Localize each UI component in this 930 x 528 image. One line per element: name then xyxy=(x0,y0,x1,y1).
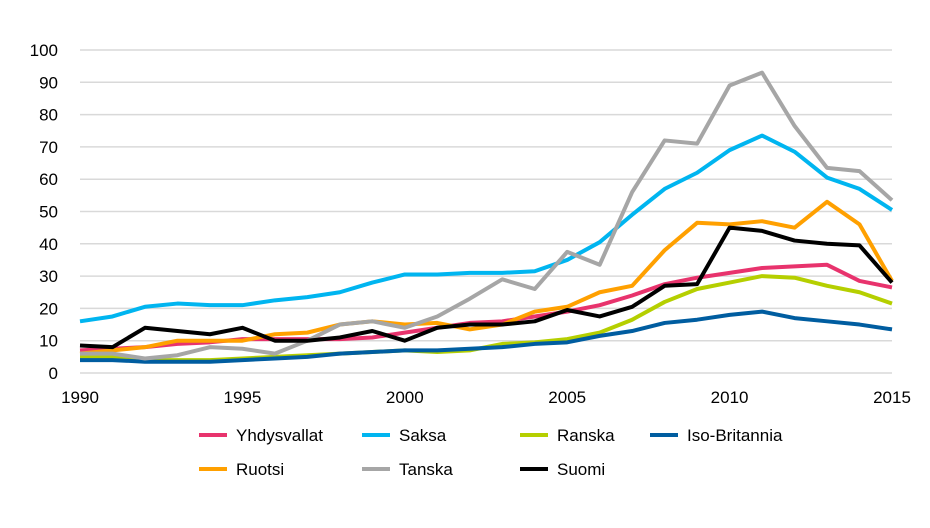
y-tick-label: 30 xyxy=(39,267,58,286)
y-tick-label: 80 xyxy=(39,106,58,125)
x-tick-label: 2000 xyxy=(386,388,424,407)
x-tick-label: 2005 xyxy=(548,388,586,407)
y-tick-label: 70 xyxy=(39,138,58,157)
y-tick-label: 50 xyxy=(39,203,58,222)
legend-label: Suomi xyxy=(557,460,605,479)
series-line-suomi xyxy=(79,225,894,350)
y-tick-label: 10 xyxy=(39,332,58,351)
series-line-iso-britannia xyxy=(80,309,893,364)
series-line-ruotsi xyxy=(79,199,894,356)
legend-label: Ranska xyxy=(557,426,615,445)
y-tick-label: 60 xyxy=(39,170,58,189)
y-tick-label: 40 xyxy=(39,235,58,254)
x-tick-label: 2015 xyxy=(873,388,911,407)
series-line-tanska xyxy=(80,70,894,361)
x-tick-label: 2010 xyxy=(711,388,749,407)
y-tick-label: 100 xyxy=(30,41,58,60)
y-tick-label: 20 xyxy=(39,299,58,318)
legend-label: Iso-Britannia xyxy=(687,426,783,445)
y-tick-label: 0 xyxy=(49,364,58,383)
legend-label: Saksa xyxy=(399,426,447,445)
y-tick-label: 90 xyxy=(39,73,58,92)
x-tick-label: 1990 xyxy=(61,388,99,407)
series-line-saksa xyxy=(79,133,894,324)
x-tick-label: 1995 xyxy=(223,388,261,407)
legend-label: Ruotsi xyxy=(236,460,284,479)
legend-label: Yhdysvallat xyxy=(236,426,323,445)
legend-label: Tanska xyxy=(399,460,453,479)
